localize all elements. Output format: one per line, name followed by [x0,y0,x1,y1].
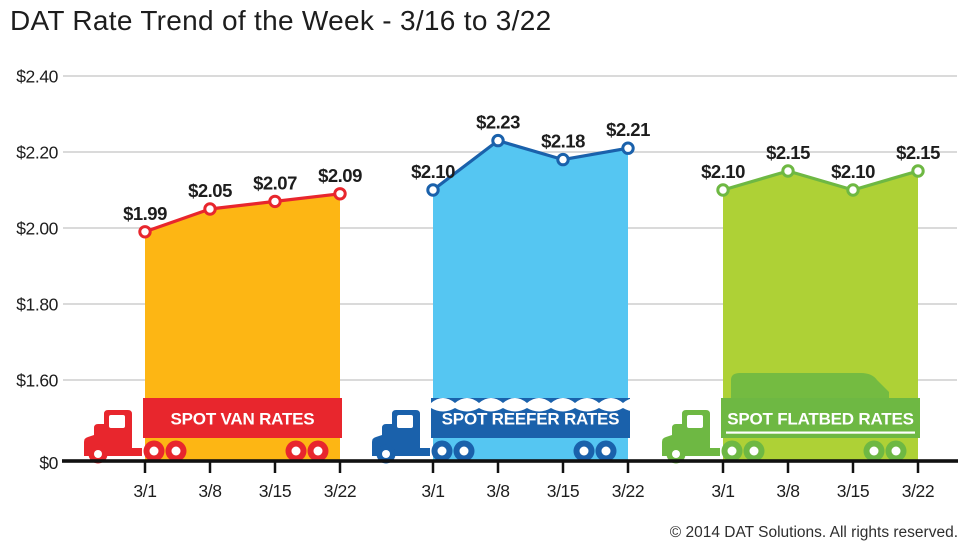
x-axis-label: 3/15 [547,481,579,501]
trend-line-reefer [431,139,630,192]
x-axis-label: 3/8 [776,481,799,501]
copyright-text: © 2014 DAT Solutions. All rights reserve… [669,524,958,541]
truck-cab-body [372,410,430,456]
wheel-hub [579,446,589,456]
wheel-hub [291,446,301,456]
x-axis-label: 3/22 [324,481,356,501]
y-axis-label: $1.60 [16,371,58,391]
flatbed-truck-icon [662,410,720,464]
data-point-marker [333,187,347,201]
data-point-label: $2.09 [318,165,362,186]
x-axis-label: 3/22 [612,481,644,501]
wheel-hub [727,446,737,456]
data-point-marker [716,183,730,197]
banner-label-flatbed: SPOT FLATBED RATES [727,410,914,429]
data-point-label: $2.23 [476,112,520,133]
data-point-marker [491,133,505,148]
wheel-hub [437,446,447,456]
data-point-marker [621,141,635,155]
wheel-hub [869,446,879,456]
wheel-hub [749,446,759,456]
data-point-label: $2.10 [701,161,745,182]
trend-line-flatbed [721,169,920,192]
data-point-marker [846,183,860,197]
x-axis-label: 3/1 [711,481,734,501]
banner-van [143,398,342,438]
truck-cab-body [84,410,142,456]
y-axis-label: $2.20 [16,143,58,163]
x-axis-label: 3/15 [837,481,869,501]
data-point-marker [203,202,217,216]
wheel-hub [382,450,390,458]
wheel-hub [149,446,159,456]
area-fill-reefer [433,140,628,462]
y-axis-label: $0 [39,453,58,473]
data-point-marker [556,152,570,167]
series-group-reefer: SPOT REEFER RATES $2.10 $2.23 $2.18 $2.21 3/1… [372,112,651,501]
chart-title: DAT Rate Trend of the Week - 3/16 to 3/2… [10,5,552,36]
wheel-hub [459,446,469,456]
truck-cab-window [397,415,413,428]
data-point-label: $2.15 [766,142,810,163]
wheel-hub [601,446,611,456]
series-group-van: SPOT VAN RATES $1.99 $2.05 $2.07 $2.09 3/1 3/8… [84,165,363,501]
x-axis-label: 3/22 [902,481,934,501]
banner-flatbed [721,398,920,438]
x-axis-baseline [62,459,958,463]
wheel-hub [672,450,680,458]
reefer-truck-icon [372,410,430,464]
y-axis-label: $2.00 [16,219,58,239]
data-point-label: $2.15 [896,142,940,163]
truck-cab-window [687,415,703,428]
banner-label-reefer: SPOT REEFER RATES [442,410,620,429]
data-point-label: $2.05 [188,180,232,201]
data-point-label: $2.21 [606,119,650,140]
area-fill-van [145,193,340,463]
data-point-marker [911,164,925,178]
data-point-label: $2.18 [541,131,585,152]
data-point-label: $2.10 [831,161,875,182]
data-point-marker [426,183,440,197]
series-group-flatbed: SPOT FLATBED RATES $2.10 $2.15 $2.10 $2.15 3/… [662,142,941,501]
wheel-hub [171,446,181,456]
x-axis-label: 3/8 [486,481,509,501]
x-axis-label: 3/8 [198,481,221,501]
x-axis-label: 3/1 [133,481,156,501]
data-point-marker [138,225,152,239]
wheel-hub [94,450,102,458]
reefer-snow-wave [431,398,647,412]
wheel-hub [313,446,323,456]
x-axis-label: 3/1 [421,481,444,501]
y-axis-label: $2.40 [16,67,58,87]
flatbed-rail-line [726,431,915,434]
wheel-hub [891,446,901,456]
truck-cab-body [662,410,720,456]
y-axis-label: $1.80 [16,295,58,315]
data-point-marker [268,194,282,209]
x-axis-label: 3/15 [259,481,291,501]
data-point-label: $1.99 [123,203,167,224]
banner-label-van: SPOT VAN RATES [171,410,315,429]
data-point-marker [781,164,795,178]
van-truck-icon [84,410,142,464]
flatbed-tarp-load [731,373,889,398]
data-point-label: $2.07 [253,172,297,193]
data-point-label: $2.10 [411,161,455,182]
truck-cab-window [109,415,125,428]
trend-line-van [143,192,342,234]
